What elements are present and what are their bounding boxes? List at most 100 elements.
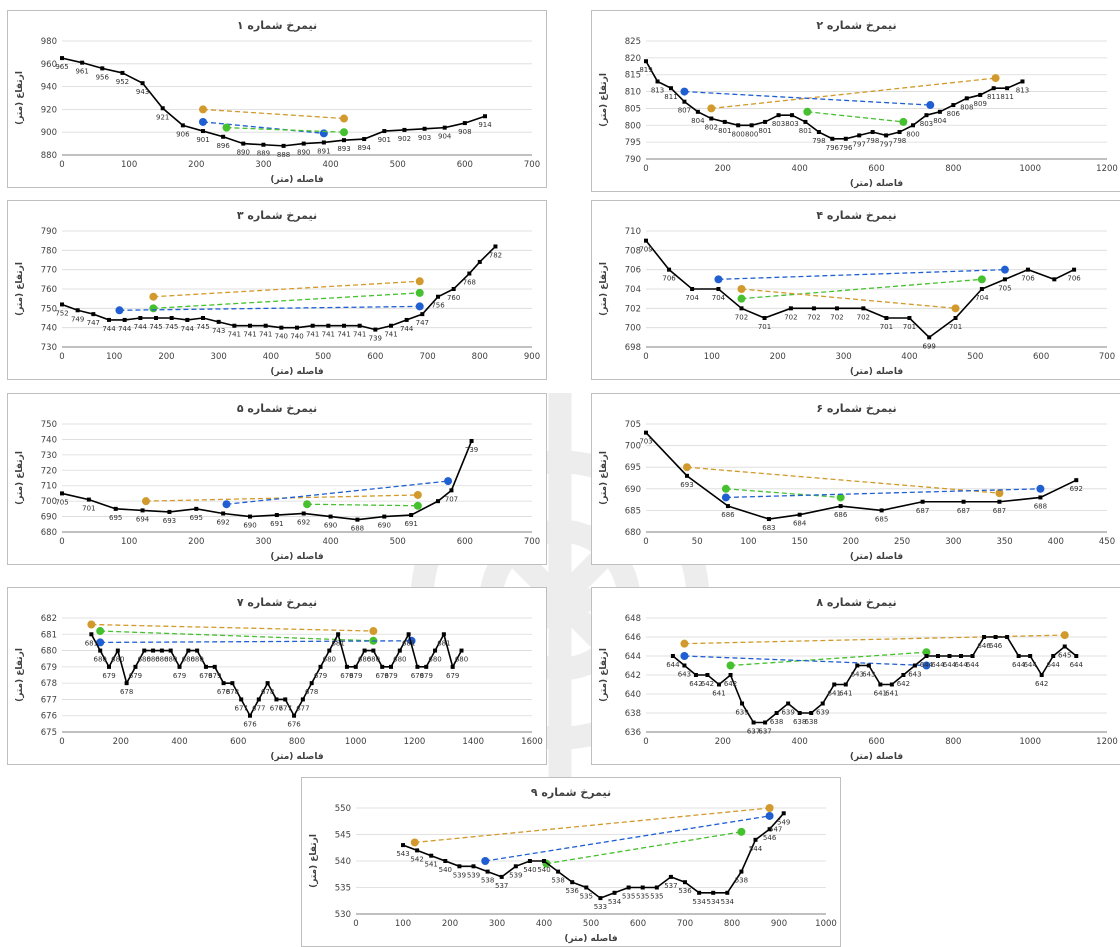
profile-marker <box>1028 654 1033 658</box>
data-label: 540 <box>523 866 536 874</box>
orange-point <box>1060 631 1069 640</box>
data-label: 701 <box>949 323 962 331</box>
x-tick-label: 400 <box>792 164 808 174</box>
blue-dashed-line <box>684 90 931 106</box>
x-tick-label: 800 <box>945 737 961 747</box>
profile-marker <box>697 890 702 895</box>
x-tick-label: 100 <box>740 537 756 547</box>
profile-marker <box>832 682 837 687</box>
data-label: 544 <box>749 845 763 853</box>
data-label: 644 <box>666 661 680 669</box>
profile-marker <box>420 312 425 317</box>
profile-marker <box>457 864 462 869</box>
profile-marker <box>766 517 771 522</box>
orange-point <box>87 620 96 629</box>
data-label: 801 <box>718 127 731 135</box>
y-tick-label: 790 <box>41 227 57 237</box>
y-axis-label: ارتفاع (متر) <box>15 451 25 505</box>
orange-dashed-line <box>414 807 770 844</box>
profile-marker <box>991 86 996 91</box>
x-tick-label: 300 <box>945 537 961 547</box>
profile-marker <box>690 287 695 291</box>
profile-marker <box>527 859 532 863</box>
y-tick-label: 720 <box>41 466 57 476</box>
y-tick-label: 690 <box>625 485 641 495</box>
data-label: 687 <box>993 507 1006 515</box>
chart-panel-7: نیمرخ شماره ۷ 675 676 677 678 679 680 681 682 0 20… <box>7 587 547 765</box>
profile-marker <box>951 103 956 108</box>
data-label: 638 <box>770 718 783 726</box>
profile-marker <box>803 119 808 124</box>
profile-marker <box>693 673 698 677</box>
orange-point <box>991 74 1000 83</box>
profile-marker <box>186 648 191 653</box>
data-label: 741 <box>228 331 241 339</box>
orange-point <box>369 627 378 636</box>
x-tick-label: 200 <box>442 919 458 929</box>
profile-marker <box>402 127 407 132</box>
y-tick-label: 680 <box>41 647 57 657</box>
x-tick-label: 600 <box>457 160 473 170</box>
profile-marker <box>327 648 332 653</box>
data-label: 681 <box>402 639 415 647</box>
y-tick-label: 920 <box>41 105 57 115</box>
data-label: 678 <box>226 688 239 696</box>
x-tick-label: 600 <box>367 352 383 362</box>
profile-marker <box>927 335 932 340</box>
data-label: 680 <box>455 656 468 664</box>
data-label: 680 <box>323 656 336 664</box>
data-label: 744 <box>118 325 132 333</box>
profile-marker <box>774 711 779 715</box>
x-tick-label: 400 <box>1048 537 1064 547</box>
data-label: 688 <box>351 525 364 533</box>
profile-marker <box>654 885 659 890</box>
profile-marker <box>884 133 889 138</box>
data-label: 703 <box>639 438 652 446</box>
x-tick-label: 500 <box>583 919 599 929</box>
y-tick-label: 706 <box>625 266 641 276</box>
profile-marker <box>763 720 768 725</box>
blue-point <box>680 87 689 96</box>
data-label: 536 <box>678 887 692 895</box>
profile-marker <box>834 306 839 311</box>
profile-marker <box>767 827 772 832</box>
profile-marker <box>107 664 111 669</box>
profile-marker <box>542 859 546 863</box>
x-tick-label: 400 <box>536 919 552 929</box>
orange-point <box>415 277 424 286</box>
data-label: 542 <box>410 855 423 863</box>
profile-marker <box>781 811 786 816</box>
data-label: 638 <box>793 718 806 726</box>
profile-marker <box>477 259 482 264</box>
y-axis-label: ارتفاع (متر) <box>599 262 609 316</box>
profile-marker <box>655 79 660 84</box>
profile-marker <box>499 874 504 879</box>
data-label: 680 <box>393 656 406 664</box>
data-label: 642 <box>689 680 702 688</box>
data-label: 677 <box>296 704 309 712</box>
data-label: 679 <box>340 672 353 680</box>
data-label: 890 <box>237 149 250 157</box>
data-label: 704 <box>685 294 699 302</box>
profile-marker <box>449 488 454 493</box>
profile-marker <box>433 648 438 653</box>
data-label: 745 <box>196 323 209 331</box>
profile-marker <box>248 514 252 519</box>
chart-title: نیمرخ شماره ۳ <box>237 209 317 222</box>
data-label: 707 <box>445 495 458 503</box>
data-label: 800 <box>906 130 919 138</box>
green-dashed-line <box>725 488 841 499</box>
data-label: 680 <box>155 656 168 664</box>
y-tick-label: 676 <box>41 712 57 722</box>
profile-marker <box>409 513 414 518</box>
profile-marker <box>935 654 940 658</box>
data-label: 901 <box>378 136 391 144</box>
green-point <box>737 294 746 303</box>
profile-marker <box>725 890 730 895</box>
profile-marker <box>415 664 420 669</box>
profile-marker <box>344 664 349 669</box>
data-label: 547 <box>769 825 782 833</box>
x-tick-label: 200 <box>770 352 786 362</box>
profile-marker <box>310 323 315 328</box>
x-tick-label: 900 <box>771 919 787 929</box>
